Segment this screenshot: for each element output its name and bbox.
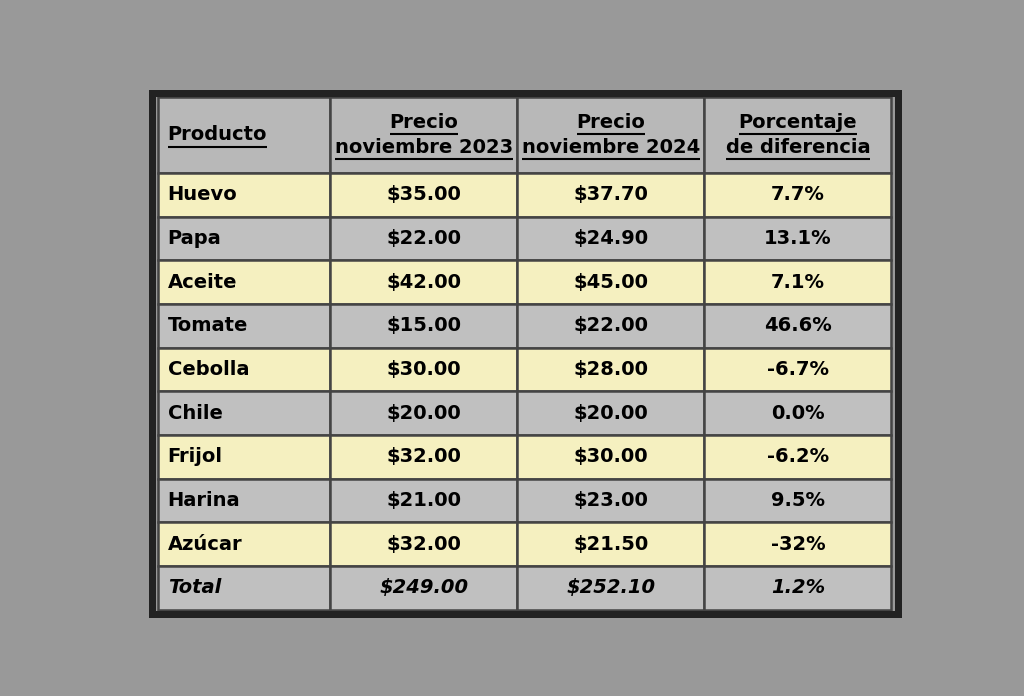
Bar xyxy=(517,97,705,173)
Text: -32%: -32% xyxy=(771,535,825,554)
Text: noviembre 2023: noviembre 2023 xyxy=(335,138,513,157)
Bar xyxy=(331,304,517,347)
Bar xyxy=(331,216,517,260)
Bar xyxy=(158,523,331,566)
Bar xyxy=(705,523,892,566)
Text: Chile: Chile xyxy=(168,404,222,422)
Text: Precio: Precio xyxy=(577,113,645,132)
Text: $22.00: $22.00 xyxy=(386,229,462,248)
Text: $35.00: $35.00 xyxy=(386,185,462,204)
Bar xyxy=(158,173,331,216)
Text: $42.00: $42.00 xyxy=(386,273,462,292)
Bar xyxy=(517,479,705,523)
Bar xyxy=(705,435,892,479)
Bar xyxy=(158,566,331,610)
Bar xyxy=(158,216,331,260)
Text: Harina: Harina xyxy=(168,491,241,510)
Text: $37.70: $37.70 xyxy=(573,185,648,204)
Text: $28.00: $28.00 xyxy=(573,360,648,379)
Text: $32.00: $32.00 xyxy=(386,448,462,466)
Text: $20.00: $20.00 xyxy=(573,404,648,422)
Text: -6.2%: -6.2% xyxy=(767,448,829,466)
Text: $22.00: $22.00 xyxy=(573,316,648,335)
Text: 9.5%: 9.5% xyxy=(771,491,825,510)
Bar xyxy=(705,304,892,347)
Text: noviembre 2024: noviembre 2024 xyxy=(522,138,700,157)
Bar xyxy=(705,97,892,173)
Text: Cebolla: Cebolla xyxy=(168,360,249,379)
Text: Azúcar: Azúcar xyxy=(168,535,243,554)
Text: Precio: Precio xyxy=(389,113,459,132)
Bar xyxy=(331,347,517,391)
Bar xyxy=(705,173,892,216)
Text: 1.2%: 1.2% xyxy=(771,578,825,597)
Text: 0.0%: 0.0% xyxy=(771,404,824,422)
Bar xyxy=(705,216,892,260)
Bar xyxy=(517,260,705,304)
Bar xyxy=(331,97,517,173)
Bar xyxy=(331,435,517,479)
Bar xyxy=(705,347,892,391)
Bar xyxy=(517,173,705,216)
Text: $252.10: $252.10 xyxy=(566,578,655,597)
Text: Producto: Producto xyxy=(168,125,267,144)
Text: 46.6%: 46.6% xyxy=(764,316,831,335)
Text: Huevo: Huevo xyxy=(168,185,238,204)
Bar xyxy=(158,97,331,173)
Bar xyxy=(158,435,331,479)
Text: $23.00: $23.00 xyxy=(573,491,648,510)
Text: Aceite: Aceite xyxy=(168,273,238,292)
Bar xyxy=(158,260,331,304)
Text: Total: Total xyxy=(168,578,221,597)
Text: $15.00: $15.00 xyxy=(386,316,462,335)
Bar xyxy=(331,566,517,610)
Text: $24.90: $24.90 xyxy=(573,229,648,248)
Bar xyxy=(331,260,517,304)
Bar xyxy=(158,391,331,435)
Text: Tomate: Tomate xyxy=(168,316,248,335)
Text: $45.00: $45.00 xyxy=(573,273,648,292)
Text: Papa: Papa xyxy=(168,229,221,248)
Bar xyxy=(517,435,705,479)
Bar xyxy=(705,260,892,304)
Text: $21.50: $21.50 xyxy=(573,535,648,554)
Text: Frijol: Frijol xyxy=(168,448,222,466)
Text: 7.1%: 7.1% xyxy=(771,273,825,292)
Text: $21.00: $21.00 xyxy=(386,491,462,510)
Bar xyxy=(517,304,705,347)
Bar xyxy=(158,347,331,391)
Text: -6.7%: -6.7% xyxy=(767,360,829,379)
Text: 7.7%: 7.7% xyxy=(771,185,825,204)
Bar xyxy=(158,479,331,523)
Text: $30.00: $30.00 xyxy=(573,448,648,466)
Bar xyxy=(517,347,705,391)
Bar xyxy=(331,479,517,523)
Bar xyxy=(705,566,892,610)
Text: $30.00: $30.00 xyxy=(387,360,461,379)
Bar xyxy=(331,173,517,216)
Text: Porcentaje: Porcentaje xyxy=(738,113,857,132)
Bar xyxy=(517,523,705,566)
Bar xyxy=(705,391,892,435)
Bar xyxy=(517,391,705,435)
Text: de diferencia: de diferencia xyxy=(726,138,870,157)
Bar xyxy=(517,566,705,610)
Text: 13.1%: 13.1% xyxy=(764,229,831,248)
Bar xyxy=(705,479,892,523)
Bar xyxy=(331,523,517,566)
Text: $20.00: $20.00 xyxy=(387,404,462,422)
Bar xyxy=(331,391,517,435)
Text: $32.00: $32.00 xyxy=(386,535,462,554)
Text: $249.00: $249.00 xyxy=(380,578,469,597)
Bar xyxy=(517,216,705,260)
Bar xyxy=(158,304,331,347)
